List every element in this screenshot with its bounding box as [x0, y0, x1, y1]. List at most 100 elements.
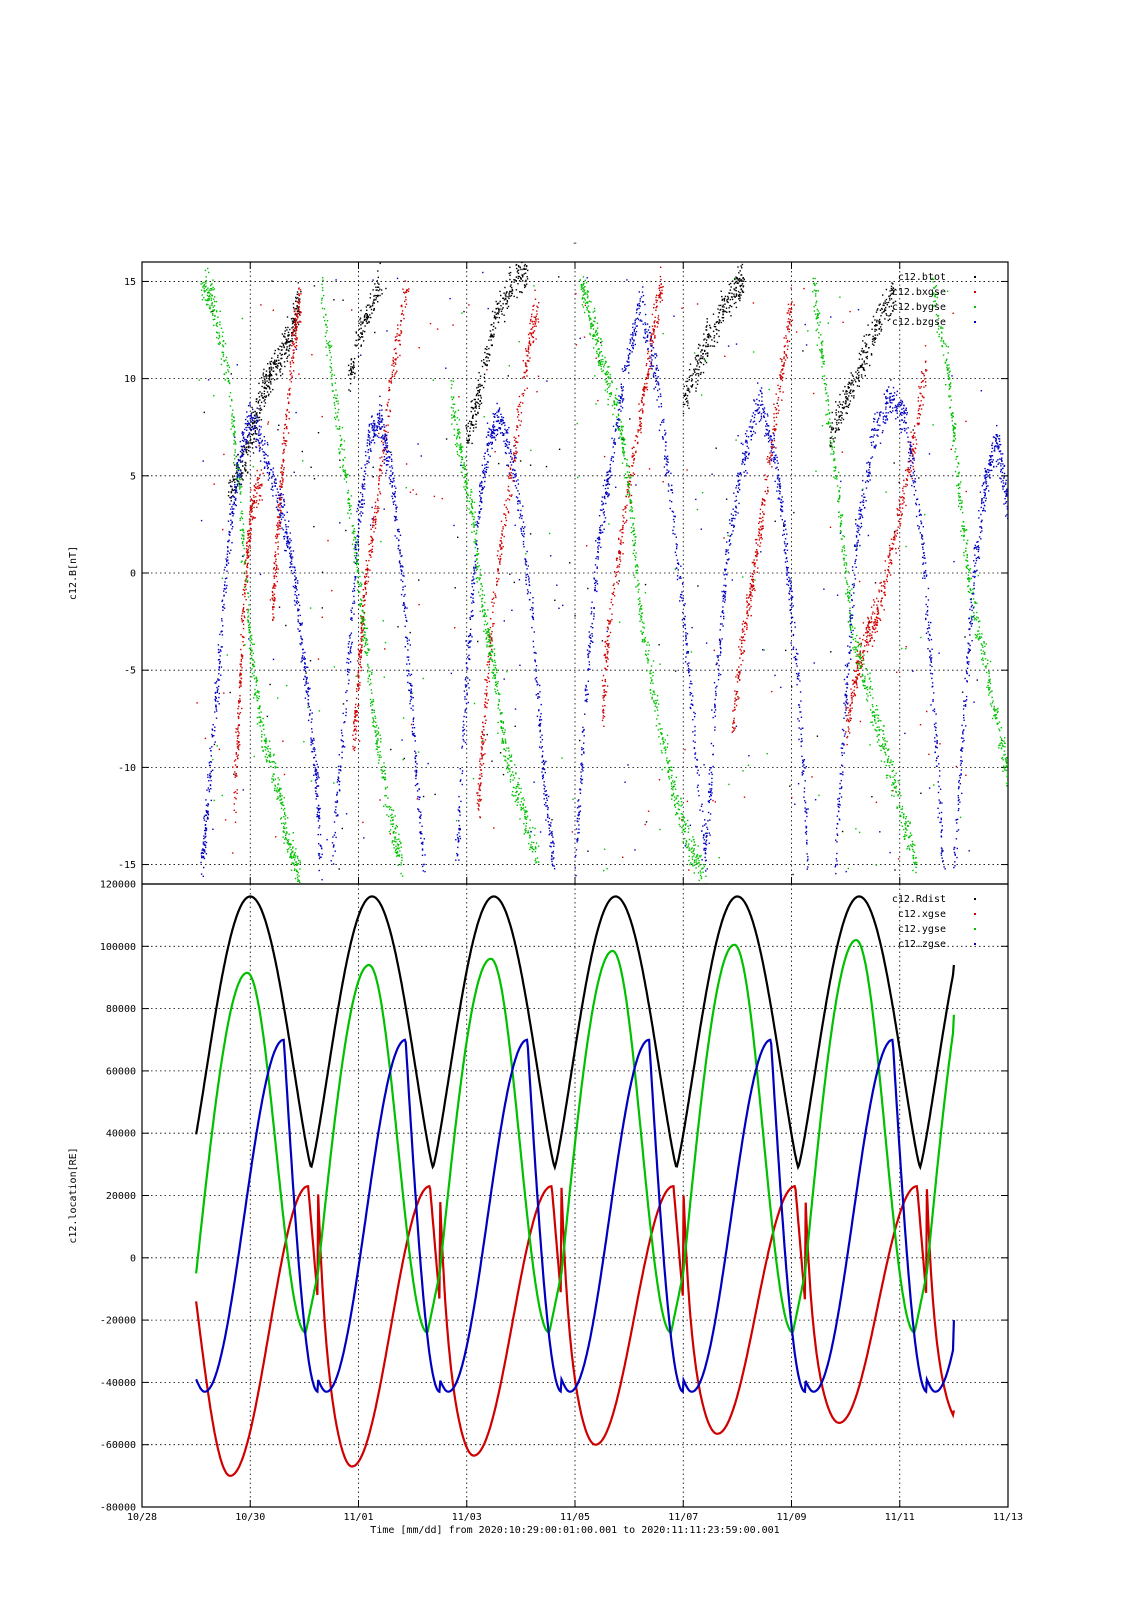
- data-point: [390, 823, 392, 825]
- data-point: [833, 441, 835, 443]
- data-point: [272, 761, 274, 763]
- data-point: [395, 359, 397, 361]
- data-point: [221, 335, 224, 338]
- data-point: [611, 613, 613, 615]
- data-point: [486, 348, 488, 351]
- data-point: [204, 290, 206, 292]
- data-point: [240, 634, 242, 636]
- data-point: [274, 778, 276, 780]
- data-point: [238, 483, 240, 485]
- data-point: [333, 299, 335, 301]
- data-point: [777, 384, 779, 387]
- data-point: [356, 569, 359, 571]
- data-point: [718, 319, 720, 321]
- data-point: [874, 582, 877, 584]
- data-point: [866, 362, 868, 365]
- data-point: [733, 729, 736, 731]
- data-point: [655, 309, 657, 311]
- data-point: [330, 356, 333, 358]
- data-point: [363, 612, 366, 615]
- data-point: [965, 420, 967, 423]
- data-point: [233, 773, 235, 775]
- data-point: [248, 540, 251, 542]
- data-point: [858, 376, 860, 378]
- data-point: [215, 300, 218, 303]
- data-point: [208, 307, 211, 309]
- data-point: [216, 325, 218, 327]
- data-point: [718, 329, 720, 332]
- data-point: [619, 558, 621, 560]
- data-point: [368, 667, 370, 669]
- data-point: [249, 442, 251, 444]
- data-point: [248, 536, 250, 538]
- data-point: [284, 834, 287, 837]
- data-point: [482, 754, 484, 756]
- data-point: [481, 749, 483, 751]
- data-point: [851, 679, 854, 682]
- data-point: [369, 293, 372, 295]
- data-point: [293, 864, 296, 867]
- data-point: [377, 295, 379, 298]
- data-point: [230, 500, 232, 502]
- data-point: [271, 761, 273, 763]
- data-point: [239, 493, 242, 495]
- data-point: [260, 711, 262, 713]
- data-point: [911, 448, 913, 450]
- data-point: [892, 293, 894, 295]
- data-point: [491, 760, 493, 762]
- data-point: [489, 626, 492, 629]
- data-point: [247, 530, 249, 532]
- data-point: [321, 297, 323, 299]
- data-point: [336, 394, 338, 396]
- data-point: [911, 477, 913, 480]
- data-point: [246, 451, 248, 454]
- data-point: [912, 448, 914, 450]
- data-point: [865, 356, 867, 358]
- data-point: [251, 643, 254, 645]
- data-point: [357, 677, 360, 679]
- data-point: [277, 796, 279, 798]
- data-point: [952, 312, 954, 314]
- data-point: [748, 596, 750, 598]
- data-point: [207, 291, 210, 293]
- data-point: [750, 599, 752, 602]
- data-point: [272, 619, 274, 621]
- data-point: [272, 594, 274, 597]
- data-point: [292, 850, 294, 852]
- data-point: [350, 366, 352, 368]
- data-point: [691, 379, 693, 381]
- data-point: [281, 346, 283, 348]
- data-point: [242, 472, 244, 474]
- data-point: [298, 300, 301, 303]
- data-point: [227, 380, 229, 383]
- data-point: [622, 520, 624, 522]
- data-point: [394, 373, 396, 375]
- data-point: [716, 321, 719, 323]
- data-point: [742, 280, 744, 282]
- data-point: [359, 614, 362, 617]
- data-point: [381, 293, 383, 295]
- data-point: [229, 392, 232, 394]
- data-point: [862, 351, 864, 354]
- data-point: [370, 539, 373, 542]
- data-point: [874, 631, 876, 634]
- data-point: [275, 575, 278, 578]
- data-point: [747, 604, 749, 606]
- data-point: [897, 526, 899, 528]
- data-point: [790, 308, 793, 310]
- data-point: [234, 442, 236, 444]
- data-point: [487, 699, 489, 701]
- data-point: [740, 664, 742, 666]
- data-point: [857, 378, 860, 380]
- data-point: [901, 507, 904, 509]
- data-point: [474, 413, 477, 415]
- data-point: [477, 398, 479, 400]
- data-point: [923, 396, 925, 399]
- data-point: [519, 424, 521, 426]
- data-point: [353, 376, 356, 378]
- data-point: [265, 739, 267, 741]
- data-point: [257, 402, 259, 404]
- data-point: [746, 600, 748, 602]
- data-point: [643, 390, 646, 393]
- data-point: [291, 857, 293, 859]
